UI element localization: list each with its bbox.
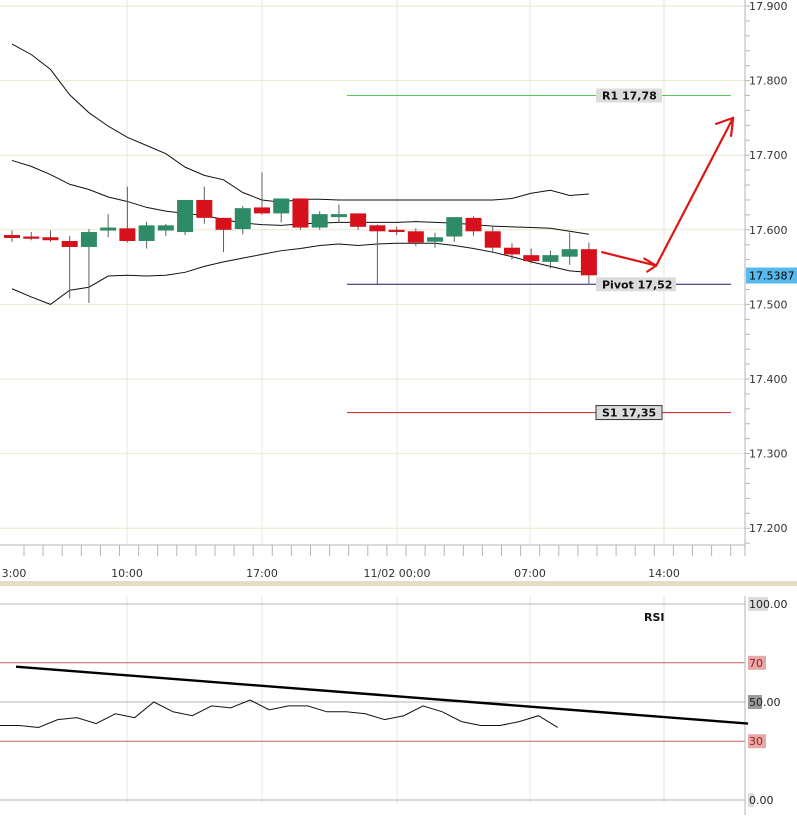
bear-candle — [580, 249, 597, 276]
y-tick-label: 17.700 — [749, 149, 788, 162]
bull-candle — [273, 198, 290, 214]
rsi-tick-bg — [748, 793, 754, 807]
bear-candle — [292, 198, 309, 228]
x-tick-label: 11/02 00:00 — [364, 567, 431, 580]
rsi-tick-bg — [748, 655, 766, 670]
bull-candle — [427, 237, 444, 242]
y-tick-label: 17.800 — [749, 75, 788, 88]
y-tick-label: 17.500 — [749, 298, 788, 311]
rsi-grid — [0, 596, 745, 804]
rsi-tick-bg — [748, 597, 768, 611]
bear-candle — [61, 240, 78, 247]
y-tick-label: 17.300 — [749, 448, 788, 461]
bear-candle — [388, 229, 405, 233]
bear-candle — [42, 237, 59, 241]
bear-candle — [484, 231, 501, 248]
current-price-label: 17.5387 — [749, 270, 795, 283]
bear-candle — [23, 236, 40, 239]
x-tick-label: 10:00 — [111, 567, 143, 580]
bear-candle — [369, 225, 386, 232]
rsi-trendline — [15, 665, 749, 725]
x-tick-label: 17:00 — [246, 567, 278, 580]
y-tick-label: 17.900 — [749, 0, 788, 13]
bull-candle — [234, 208, 251, 230]
bear-candle — [253, 207, 270, 214]
rsi-tick-label: 30 — [749, 735, 763, 748]
rsi-tick-label: 50.00 — [749, 696, 781, 709]
bear-candle — [350, 213, 367, 227]
y-tick-label: 17.400 — [749, 373, 788, 386]
rsi-tick-bg — [748, 695, 762, 709]
bull-candle — [157, 225, 174, 231]
rsi-tick-label: 0.00 — [749, 794, 774, 807]
bull-candle — [446, 217, 463, 237]
annotation-arrow — [601, 116, 735, 273]
bull-candle — [330, 214, 347, 218]
bear-candle — [215, 217, 232, 230]
bull-candle — [80, 232, 97, 247]
rsi-line — [0, 699, 558, 728]
bull-candle — [100, 227, 117, 231]
bull-candle — [542, 255, 559, 262]
level-label-bg — [596, 277, 676, 292]
bear-candle — [503, 247, 520, 255]
pivot-levels: R1 17,78 Pivot 17,52 S1 17,35 — [347, 88, 731, 421]
y-tick-label: 17.600 — [749, 224, 788, 237]
bull-candle — [311, 214, 328, 228]
bear-candle — [523, 255, 540, 262]
level-label-bg — [595, 405, 663, 421]
bull-candle — [138, 225, 155, 241]
x-tick-label: 3:00 — [2, 567, 27, 580]
rsi-tick-label: 70 — [749, 657, 763, 670]
bear-candle — [407, 231, 424, 243]
x-tick-label: 14:00 — [648, 567, 680, 580]
rsi-tick-bg — [748, 734, 766, 749]
level-label-s1: S1 17,35 — [602, 407, 656, 420]
x-tick-label: 07:00 — [514, 567, 546, 580]
level-label-bg — [596, 88, 662, 103]
bull-candle — [177, 199, 194, 233]
bull-candle — [561, 249, 578, 257]
arrow-head-large — [715, 116, 735, 137]
level-label-r1: R1 17,78 — [602, 90, 657, 103]
bear-candle — [196, 199, 213, 218]
bear-candle — [465, 217, 482, 232]
arrow-head-small — [643, 257, 658, 273]
current-price-tag — [746, 267, 797, 284]
rsi-tick-label: 100.00 — [749, 598, 788, 611]
candles — [4, 172, 597, 303]
bear-candle — [4, 235, 20, 239]
level-label-pivot: Pivot 17,52 — [602, 278, 672, 291]
y-tick-label: 17.200 — [749, 522, 788, 535]
rsi-title: RSI — [644, 611, 665, 624]
bear-candle — [119, 228, 136, 241]
panel-separator — [0, 581, 797, 586]
